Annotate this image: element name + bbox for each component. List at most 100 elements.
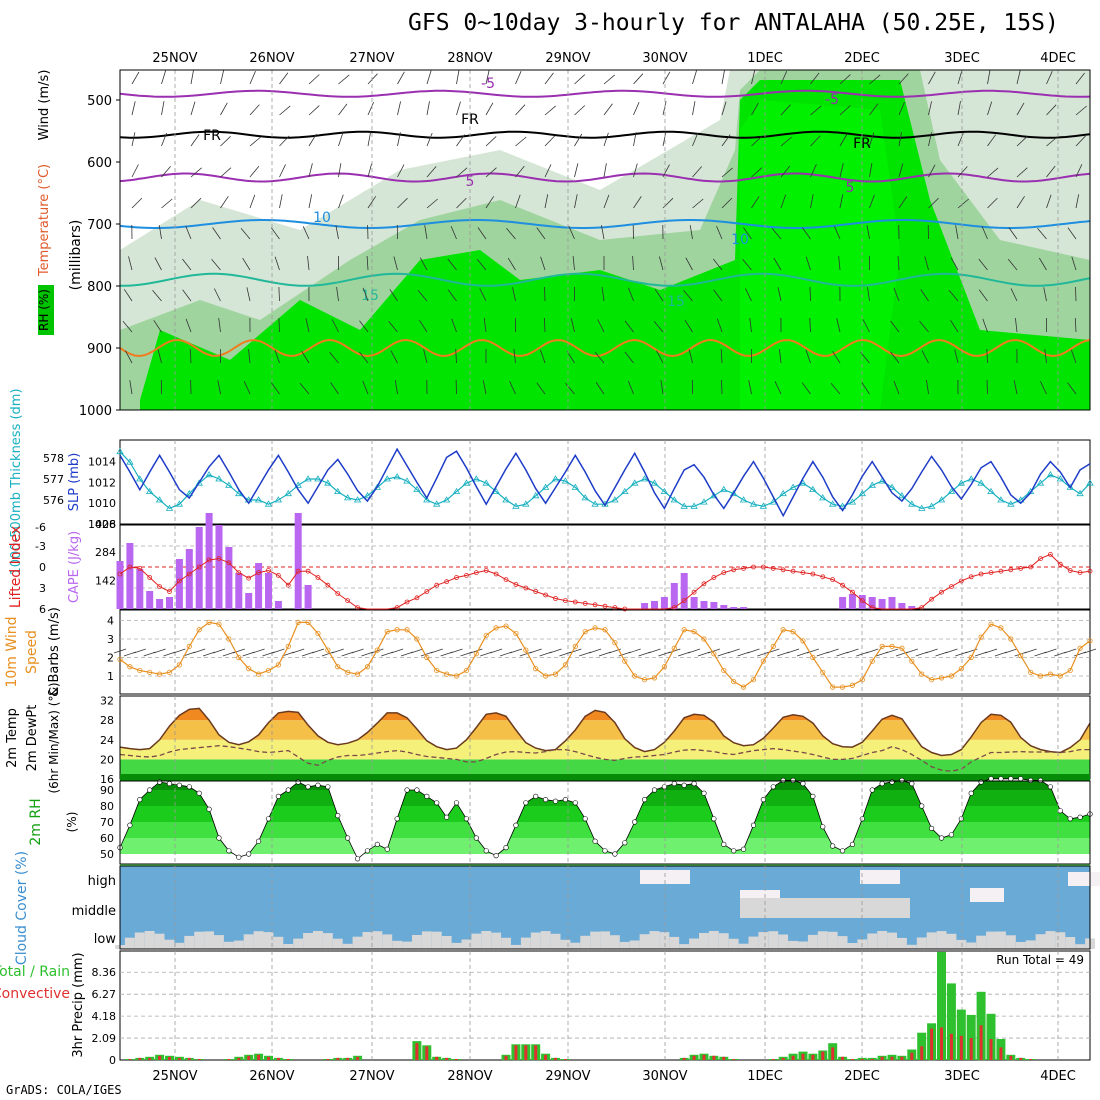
precip-conv-bar xyxy=(514,1045,518,1060)
wind-barb-small xyxy=(806,648,819,654)
thickness-point xyxy=(838,502,847,509)
thickness-point xyxy=(492,487,500,494)
thickness-point xyxy=(868,481,876,488)
rh-point xyxy=(186,784,192,790)
wind-barb xyxy=(279,135,290,147)
thickness-point xyxy=(997,496,1005,503)
low-cloud-bar xyxy=(1015,942,1026,949)
low-cloud-bar xyxy=(550,933,561,949)
wind-barb xyxy=(685,257,693,271)
wind-barb xyxy=(898,73,909,85)
wind-barb xyxy=(512,287,516,302)
wind-barb xyxy=(359,351,369,364)
wind-barb-small xyxy=(232,648,245,654)
precip-conv-bar xyxy=(1019,1057,1023,1060)
cloud-level-low: low xyxy=(94,932,117,947)
wind-barb xyxy=(574,133,583,147)
wind-barb xyxy=(393,256,398,271)
wind-barb xyxy=(1074,317,1077,333)
wind-barb xyxy=(362,287,369,302)
precip-conv-bar xyxy=(801,1053,805,1060)
wind-speed-point xyxy=(424,654,430,661)
low-cloud-bar xyxy=(936,931,947,949)
wind-barb xyxy=(692,101,696,116)
rh-point xyxy=(127,822,133,828)
low-cloud-bar xyxy=(501,937,511,949)
wind-barb xyxy=(161,101,165,116)
wind-barb xyxy=(898,163,904,178)
wind-barb xyxy=(805,349,811,364)
wind-speed-point xyxy=(572,643,578,650)
precip-conv-bar xyxy=(168,1056,171,1060)
wind-barb xyxy=(367,132,371,147)
wind-barb xyxy=(716,318,723,333)
rh-point xyxy=(661,784,667,790)
thickness-point xyxy=(611,496,619,503)
wind-barb xyxy=(456,197,467,209)
low-cloud-bar xyxy=(590,931,601,949)
precip-conv-bar xyxy=(326,1059,330,1060)
lifted-index-point xyxy=(988,570,994,575)
slp-axis-label: SLP (mb) xyxy=(67,453,82,512)
rh-point xyxy=(176,782,182,788)
lifted-index-point xyxy=(285,582,291,588)
precip-conv-bar xyxy=(949,1033,953,1061)
wind-barb xyxy=(125,350,133,364)
temp-tick: 20 xyxy=(100,753,114,766)
low-cloud-bar xyxy=(322,933,333,949)
wind-barb-small xyxy=(351,648,364,654)
thickness-point xyxy=(957,479,966,486)
wind-speed-point xyxy=(226,636,232,642)
lifted-index-point xyxy=(859,598,865,603)
wind-barb xyxy=(869,194,875,209)
wind-barb xyxy=(810,135,821,147)
precip-conv-bar xyxy=(910,1052,914,1060)
wind-barb xyxy=(751,196,760,209)
contour-label: 5 xyxy=(846,180,855,196)
date-label-top: 2DEC xyxy=(844,51,880,66)
wind-barb xyxy=(397,197,408,209)
wind-barb xyxy=(950,319,959,333)
lifted-index-point xyxy=(157,584,162,589)
lifted-index-point xyxy=(147,575,153,580)
wind-barb xyxy=(751,136,762,147)
wind-barb xyxy=(308,74,320,85)
cape-bar xyxy=(195,527,203,609)
cape-bar xyxy=(839,597,847,609)
wind-axis-label: 10m Wind xyxy=(4,616,20,687)
cape-bar xyxy=(156,599,164,609)
precip-conv-bar xyxy=(415,1043,419,1060)
wind-barb xyxy=(218,318,221,333)
date-label-top: 28NOV xyxy=(447,51,492,66)
wind-barb xyxy=(426,70,432,85)
rh-point xyxy=(562,796,569,803)
low-cloud-bar xyxy=(600,931,610,949)
wind-speed-point xyxy=(800,638,806,644)
low-cloud-bar xyxy=(243,934,254,949)
cape-bar xyxy=(274,601,282,609)
wind-barb xyxy=(981,225,988,240)
wind-barb xyxy=(158,225,162,240)
wind-barb xyxy=(574,105,586,116)
rh-point xyxy=(632,819,638,825)
precip-conv-bar xyxy=(148,1057,152,1060)
thickness-point xyxy=(254,496,263,503)
wind-barb xyxy=(536,382,546,395)
thickness-point xyxy=(264,500,273,507)
wind-barb xyxy=(540,256,546,271)
wind-speed-point xyxy=(166,669,173,675)
precip-conv-bar xyxy=(999,1047,1003,1060)
lifted-index-point xyxy=(266,568,271,573)
low-cloud-bar xyxy=(996,931,1006,949)
wind-speed-point xyxy=(770,643,776,650)
precip-conv-bar xyxy=(534,1045,538,1060)
contour-15 xyxy=(120,272,1091,287)
lifted-index-point xyxy=(949,584,954,589)
low-cloud-bar xyxy=(926,932,937,949)
wind-barb xyxy=(601,287,605,302)
rh-legend-label: RH (%) xyxy=(37,289,51,331)
thickness-point xyxy=(898,492,906,499)
wind-barb xyxy=(544,286,546,302)
rh-point xyxy=(156,779,163,785)
low-cloud-bar xyxy=(421,931,432,949)
